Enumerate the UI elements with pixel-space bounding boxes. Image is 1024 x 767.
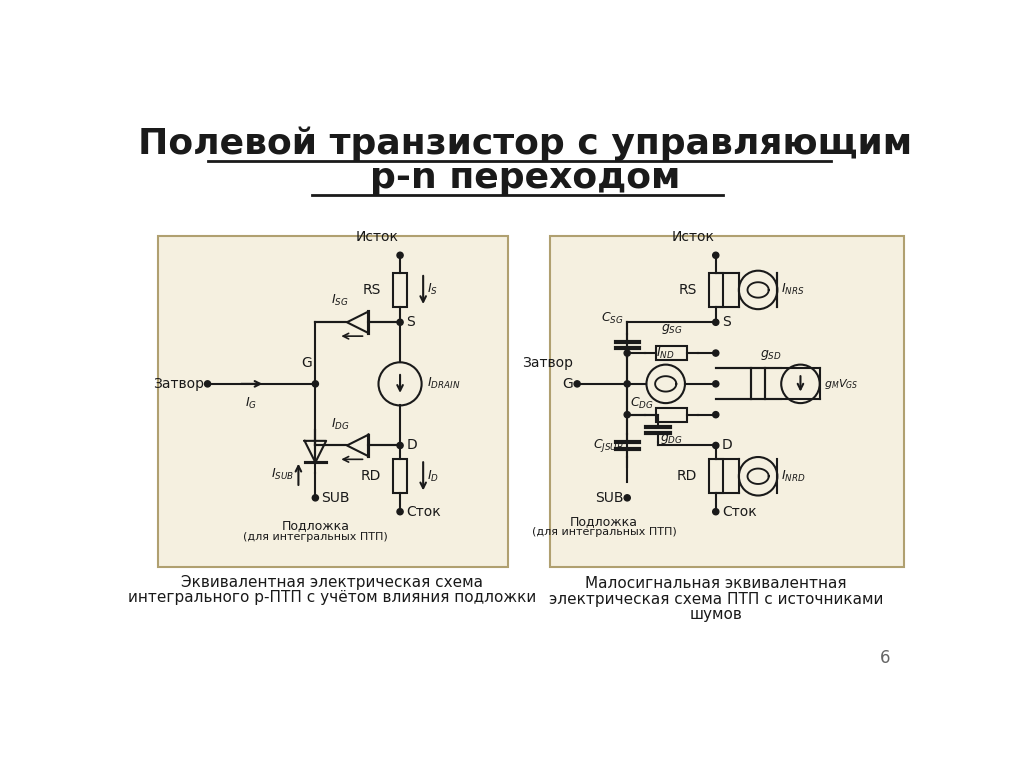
Text: Исток: Исток bbox=[355, 230, 398, 244]
Text: $g_{SG}$: $g_{SG}$ bbox=[660, 322, 682, 336]
Text: (для интегральных ПТП): (для интегральных ПТП) bbox=[243, 532, 388, 542]
Text: Эквивалентная электрическая схема: Эквивалентная электрическая схема bbox=[181, 574, 483, 590]
Text: Затвор: Затвор bbox=[522, 356, 573, 370]
Circle shape bbox=[625, 350, 631, 356]
Text: $g_{DG}$: $g_{DG}$ bbox=[660, 432, 683, 446]
Circle shape bbox=[625, 412, 631, 418]
Text: S: S bbox=[407, 315, 415, 329]
Text: RD: RD bbox=[676, 469, 696, 483]
Bar bbox=[550, 236, 904, 567]
Text: $I_S$: $I_S$ bbox=[427, 282, 438, 298]
Bar bbox=[393, 459, 407, 493]
Bar bbox=[752, 368, 765, 400]
Circle shape bbox=[397, 252, 403, 258]
Text: $I_{DRAIN}$: $I_{DRAIN}$ bbox=[427, 377, 461, 391]
Circle shape bbox=[713, 350, 719, 356]
Circle shape bbox=[713, 319, 719, 325]
Text: RS: RS bbox=[678, 283, 696, 297]
Text: RS: RS bbox=[362, 283, 381, 297]
Text: Сток: Сток bbox=[722, 505, 757, 518]
Circle shape bbox=[312, 380, 318, 387]
Text: $I_{NRS}$: $I_{NRS}$ bbox=[781, 282, 805, 298]
Text: $I_{ND}$: $I_{ND}$ bbox=[656, 346, 675, 360]
Text: $I_{DG}$: $I_{DG}$ bbox=[331, 416, 349, 432]
Text: $I_D$: $I_D$ bbox=[427, 469, 439, 484]
Text: G: G bbox=[562, 377, 573, 391]
Text: $g_{SD}$: $g_{SD}$ bbox=[761, 348, 782, 362]
Circle shape bbox=[625, 495, 631, 501]
Bar bbox=[656, 346, 687, 360]
Text: S: S bbox=[722, 315, 731, 329]
Text: G: G bbox=[301, 356, 311, 370]
Circle shape bbox=[713, 252, 719, 258]
Text: D: D bbox=[722, 439, 732, 453]
Text: $I_{SUB}$: $I_{SUB}$ bbox=[271, 467, 295, 482]
Circle shape bbox=[397, 319, 403, 325]
Circle shape bbox=[574, 380, 581, 387]
Text: Исток: Исток bbox=[671, 230, 714, 244]
Bar bbox=[709, 273, 723, 307]
Text: $C_{JSUB}$: $C_{JSUB}$ bbox=[593, 437, 624, 454]
Text: $g_MV_{GS}$: $g_MV_{GS}$ bbox=[823, 377, 858, 391]
Bar bbox=[393, 273, 407, 307]
Bar bbox=[158, 236, 508, 567]
Text: $I_{NRD}$: $I_{NRD}$ bbox=[781, 469, 806, 484]
Text: Затвор: Затвор bbox=[153, 377, 204, 391]
Text: Подложка: Подложка bbox=[570, 515, 638, 528]
Text: $I_{SG}$: $I_{SG}$ bbox=[331, 293, 348, 308]
Text: SUB: SUB bbox=[595, 491, 624, 505]
Text: Сток: Сток bbox=[407, 505, 441, 518]
Text: RD: RD bbox=[360, 469, 381, 483]
Text: $C_{SG}$: $C_{SG}$ bbox=[601, 311, 624, 326]
Text: Подложка: Подложка bbox=[282, 519, 349, 532]
Bar bbox=[656, 408, 687, 422]
Text: электрическая схема ПТП с источниками: электрическая схема ПТП с источниками bbox=[549, 592, 883, 607]
Circle shape bbox=[713, 509, 719, 515]
Text: $C_{DG}$: $C_{DG}$ bbox=[631, 396, 654, 411]
Text: Полевой транзистор с управляющим: Полевой транзистор с управляющим bbox=[138, 127, 911, 161]
Text: Малосигнальная эквивалентная: Малосигнальная эквивалентная bbox=[585, 576, 847, 591]
Text: интегрального р-ПТП с учётом влияния подложки: интегрального р-ПТП с учётом влияния под… bbox=[128, 591, 537, 605]
Circle shape bbox=[397, 509, 403, 515]
Text: D: D bbox=[407, 439, 417, 453]
Circle shape bbox=[397, 443, 403, 449]
Circle shape bbox=[713, 443, 719, 449]
Text: (для интегральных ПТП): (для интегральных ПТП) bbox=[531, 527, 677, 537]
Text: p-n переходом: p-n переходом bbox=[370, 161, 680, 196]
Circle shape bbox=[713, 412, 719, 418]
Circle shape bbox=[625, 380, 631, 387]
Text: SUB: SUB bbox=[322, 491, 350, 505]
Text: $I_G$: $I_G$ bbox=[246, 396, 257, 410]
Bar bbox=[709, 459, 723, 493]
Text: 6: 6 bbox=[880, 649, 891, 667]
Circle shape bbox=[312, 495, 318, 501]
Circle shape bbox=[713, 380, 719, 387]
Text: шумов: шумов bbox=[689, 607, 742, 622]
Circle shape bbox=[205, 380, 211, 387]
